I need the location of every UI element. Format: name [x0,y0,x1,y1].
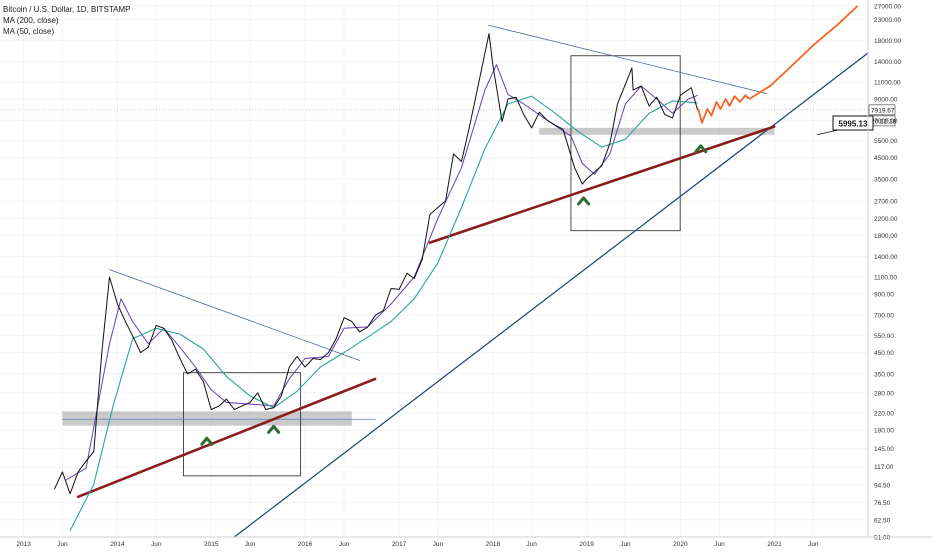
grid [0,0,868,538]
support-line-2014 [76,377,377,499]
projection-curve [748,5,859,100]
y-tick-label: 350.00 [874,371,894,378]
y-tick-label: 280.00 [874,390,894,397]
support-zone-2019 [539,127,775,135]
trendlines [62,24,869,538]
y-tick-label: 7000.00 [874,118,898,125]
last-price-tag [868,104,896,116]
y-tick-label: 550.00 [874,333,894,340]
callout-label: 5995.13 [839,120,868,129]
resistance-line-2018 [488,24,767,94]
y-tick-label: 9000.00 [874,97,898,104]
y-tick-label: 450.00 [874,350,894,357]
y-tick-label: 94.50 [874,482,891,489]
x-tick-label: Jun [433,541,444,548]
bounce-marker [200,436,214,446]
y-tick-label: 62.50 [874,517,891,524]
x-tick-label: 2019 [579,541,594,548]
y-tick-label: 5500.00 [874,138,898,145]
y-tick-label: 1400.00 [874,254,898,261]
last-price-label: 7919.67 [871,107,895,114]
callout-box [832,115,874,131]
y-tick-label: 76.50 [874,500,891,507]
y-tick-label: 145.00 [874,446,894,453]
y-tick-label: 4500.00 [874,155,898,162]
highlight-box-2015 [183,372,302,477]
y-tick-label: 14000.00 [874,59,901,66]
bounce-marker [577,196,591,206]
x-tick-label: 2018 [486,541,501,548]
highlight-box-2019 [570,55,681,232]
legend-ma200: MA (200, close) [3,16,59,25]
chart-title: Bitcoin / U.S. Dollar, 1D, BITSTAMP [3,5,131,14]
y-tick-label: 23000.00 [874,17,901,24]
support-zone-2015 [62,411,352,426]
x-tick-label: 2013 [16,541,31,548]
y-tick-label: 117.00 [874,464,894,471]
support-line-2018 [428,125,776,244]
x-tick-label: 2014 [110,541,125,548]
y-tick-label: 51.00 [874,535,891,542]
bounce-marker [267,424,281,434]
countdown-label: 20:22:28 [871,118,897,125]
y-tick-label: 900.00 [874,291,894,298]
x-tick-label: Jun [620,541,631,548]
x-tick-label: 2017 [392,541,407,548]
x-tick-label: 2020 [673,541,688,548]
legend-ma50: MA (50, close) [3,27,55,36]
y-tick-label: 18000.00 [874,38,901,45]
y-tick-label: 1100.00 [874,274,897,281]
y-tick-label: 2200.00 [874,216,898,223]
ascending-trendline [233,52,869,538]
y-tick-label: 27000.00 [874,4,901,11]
resistance-line-2014 [109,269,361,361]
zones [62,55,775,477]
chart-legend: Bitcoin / U.S. Dollar, 1D, BITSTAMP MA (… [3,4,130,37]
y-tick-label: 180.00 [874,428,894,435]
x-tick-label: Jun [714,541,725,548]
bounce-marker [694,144,708,154]
ma200-line [69,95,698,531]
x-tick-label: Jun [339,541,350,548]
y-tick-label: 3500.00 [874,176,898,183]
y-tick-label: 220.00 [874,411,894,418]
x-tick-label: 2021 [767,541,782,548]
projection-path [697,94,750,124]
x-tick-label: Jun [57,541,68,548]
y-tick-label: 2700.00 [874,198,898,205]
callout-pointer [816,129,839,136]
series [54,5,859,531]
x-tick-label: 2016 [298,541,313,548]
x-tick-label: Jun [245,541,256,548]
x-tick-label: Jun [526,541,537,548]
x-tick-label: Jun [151,541,162,548]
y-tick-label: 700.00 [874,313,894,320]
y-tick-label: 1800.00 [874,233,898,240]
y-tick-label: 11000.00 [874,80,901,87]
x-tick-label: Jun [808,541,819,548]
x-tick-label: 2015 [204,541,219,548]
price-line [54,33,699,495]
